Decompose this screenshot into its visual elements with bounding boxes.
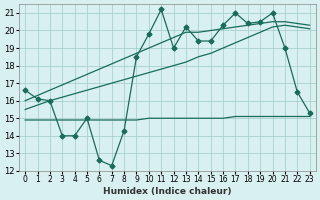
X-axis label: Humidex (Indice chaleur): Humidex (Indice chaleur) xyxy=(103,187,232,196)
